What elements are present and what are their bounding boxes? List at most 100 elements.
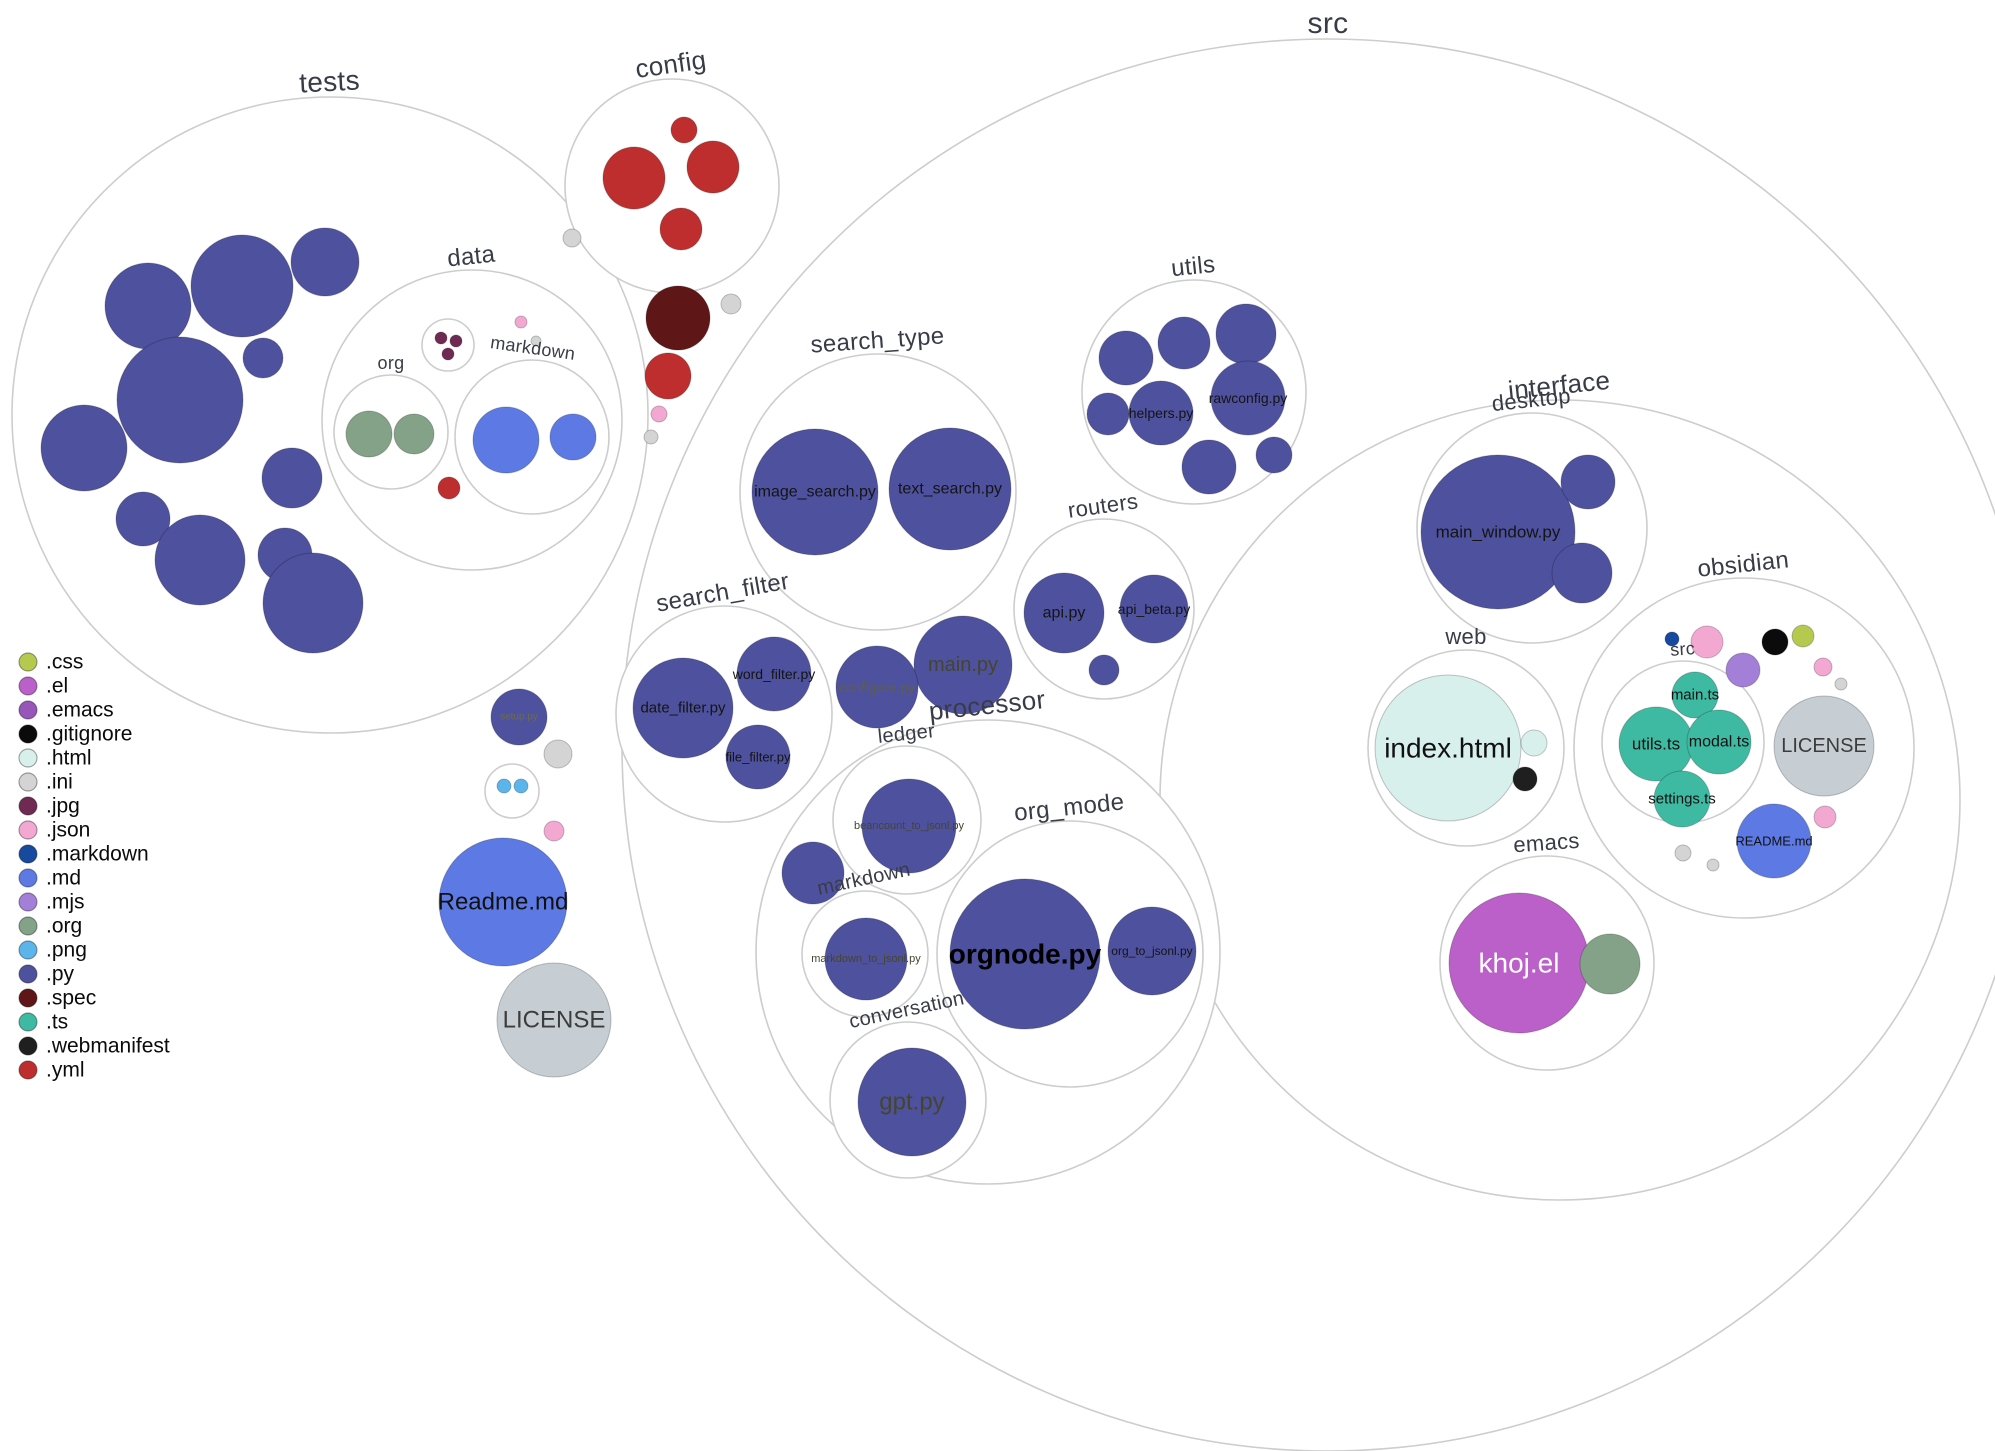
folder-data-label: data	[446, 241, 497, 273]
file-label-markdown-to-jsonl-py: markdown_to_jsonl.py	[811, 953, 921, 965]
file-circle-readme-md	[1736, 803, 1812, 879]
file-circle-date-filter-py	[632, 657, 734, 759]
file-circle-readme-md	[438, 837, 568, 967]
legend-label-org: .org	[46, 915, 82, 938]
file-circle-jpg-13	[441, 347, 455, 361]
folder-config-label: config	[633, 44, 708, 84]
file-label-utils-ts: utils.ts	[1632, 735, 1680, 754]
file-circle-py-3	[116, 336, 244, 464]
file-label-modal-ts: modal.ts	[1689, 734, 1749, 751]
file-circle-license	[496, 962, 612, 1078]
file-circle-ini-82	[1834, 677, 1848, 691]
legend-label-ini: .ini	[46, 771, 73, 794]
file-circle-json-29	[650, 405, 668, 423]
file-label-main-ts: main.ts	[1671, 687, 1719, 704]
legend-dot-org	[18, 916, 38, 936]
file-circle-json-81	[1813, 657, 1833, 677]
legend-dot-md	[18, 868, 38, 888]
file-label-beancount-to-jsonl-py: beancount_to_jsonl.py	[854, 820, 965, 832]
folder-routers-circle	[1013, 518, 1195, 700]
file-circle-beancount-to-jsonl-py	[861, 778, 957, 874]
file-circle-png-34	[513, 778, 529, 794]
file-label-api-py: api.py	[1043, 605, 1086, 622]
file-label-file-filter-py: file_filter.py	[725, 750, 791, 765]
file-circle-py-44	[1215, 303, 1277, 365]
file-circle-json-77	[1690, 625, 1724, 659]
file-label-readme-md: README.md	[1735, 834, 1812, 849]
file-label-orgnode-py: orgnode.py	[949, 939, 1102, 970]
file-circle-png-33	[496, 778, 512, 794]
file-circle-yml-28	[644, 352, 692, 400]
file-circle-py-4	[40, 404, 128, 492]
file-label-helpers-py: helpers.py	[1129, 405, 1194, 421]
file-circle-main-ts	[1671, 671, 1719, 719]
file-circle-gitignore-79	[1761, 628, 1789, 656]
legend-dot-mjs	[18, 892, 38, 912]
folder-src-root-label: src	[1308, 7, 1349, 40]
file-circle-api-py	[1023, 572, 1105, 654]
file-circle-md-17	[549, 413, 597, 461]
file-circle-md-16	[472, 406, 540, 474]
file-circle-word-filter-py	[736, 636, 812, 712]
file-circle-markdown-to-jsonl-py	[824, 917, 908, 1001]
file-circle-yml-21	[670, 116, 698, 144]
file-circle-setup-py	[490, 688, 548, 746]
file-circle-ini-23	[562, 228, 582, 248]
files-layer	[40, 116, 1875, 1157]
legend-label-html: .html	[46, 747, 92, 770]
legend: .css.el.emacs.gitignore.html.ini.jpg.jso…	[18, 651, 170, 1082]
file-circle-text-search-py	[888, 427, 1012, 551]
legend-label-mjs: .mjs	[46, 891, 85, 914]
legend-dot-html	[18, 748, 38, 768]
legend-dot-spec	[18, 988, 38, 1008]
folder-config-circle	[564, 78, 780, 294]
file-circle-json-35	[543, 820, 565, 842]
file-circle-org-14	[345, 410, 393, 458]
file-circle-orgnode-py	[949, 878, 1101, 1030]
file-label-gpt-py: gpt.py	[879, 1089, 944, 1116]
file-circle-yml-22	[659, 207, 703, 251]
file-circle-py-6	[261, 447, 323, 509]
file-circle-yml-19	[602, 146, 666, 210]
legend-dot-gitignore	[18, 724, 38, 744]
file-circle-py-63	[1560, 454, 1616, 510]
file-circle-py-52	[1088, 654, 1120, 686]
legend-label-emacs: .emacs	[46, 699, 114, 722]
file-label-main-py: main.py	[928, 654, 998, 676]
file-label-license: LICENSE	[1781, 735, 1867, 757]
legend-dot-png	[18, 940, 38, 960]
file-circle-py-5	[242, 337, 284, 379]
file-circle-css-80	[1791, 624, 1815, 648]
file-label-main-window-py: main_window.py	[1436, 523, 1561, 542]
file-label-license: LICENSE	[503, 1007, 606, 1034]
legend-label-md: .md	[46, 867, 81, 890]
file-circle-jpg-12	[449, 334, 463, 348]
file-circle-py-2	[290, 227, 360, 297]
legend-dot-webmanifest	[18, 1036, 38, 1056]
file-circle-main-window-py	[1420, 454, 1576, 610]
file-circle-org-15	[393, 413, 435, 455]
file-circle-py-10	[262, 552, 364, 654]
file-label-index-html: index.html	[1384, 733, 1512, 764]
file-circle-index-html	[1374, 674, 1522, 822]
file-circle-ini-32	[543, 739, 573, 769]
folder-src-obsidian-label: src	[1669, 638, 1695, 660]
file-label-readme-md: Readme.md	[438, 889, 569, 916]
file-circle-rawconfig-py	[1210, 360, 1286, 436]
file-circle-ini-25	[530, 335, 542, 347]
file-circle-py-43	[1157, 316, 1211, 370]
file-circle-ini-30	[643, 429, 659, 445]
file-circle-api-beta-py	[1119, 574, 1189, 644]
file-circle-main-py	[913, 615, 1013, 715]
file-label-text-search-py: text_search.py	[898, 481, 1002, 498]
file-label-date-filter-py: date_filter.py	[640, 700, 726, 717]
file-circle-settings-ts	[1653, 770, 1711, 828]
file-circle-py-8	[154, 514, 246, 606]
legend-dot-css	[18, 652, 38, 672]
legend-dot-json	[18, 820, 38, 840]
legend-label-ts: .ts	[46, 1011, 68, 1034]
legend-dot-emacs	[18, 700, 38, 720]
legend-label-gitignore: .gitignore	[46, 723, 132, 746]
file-circle-py-49	[1255, 436, 1293, 474]
